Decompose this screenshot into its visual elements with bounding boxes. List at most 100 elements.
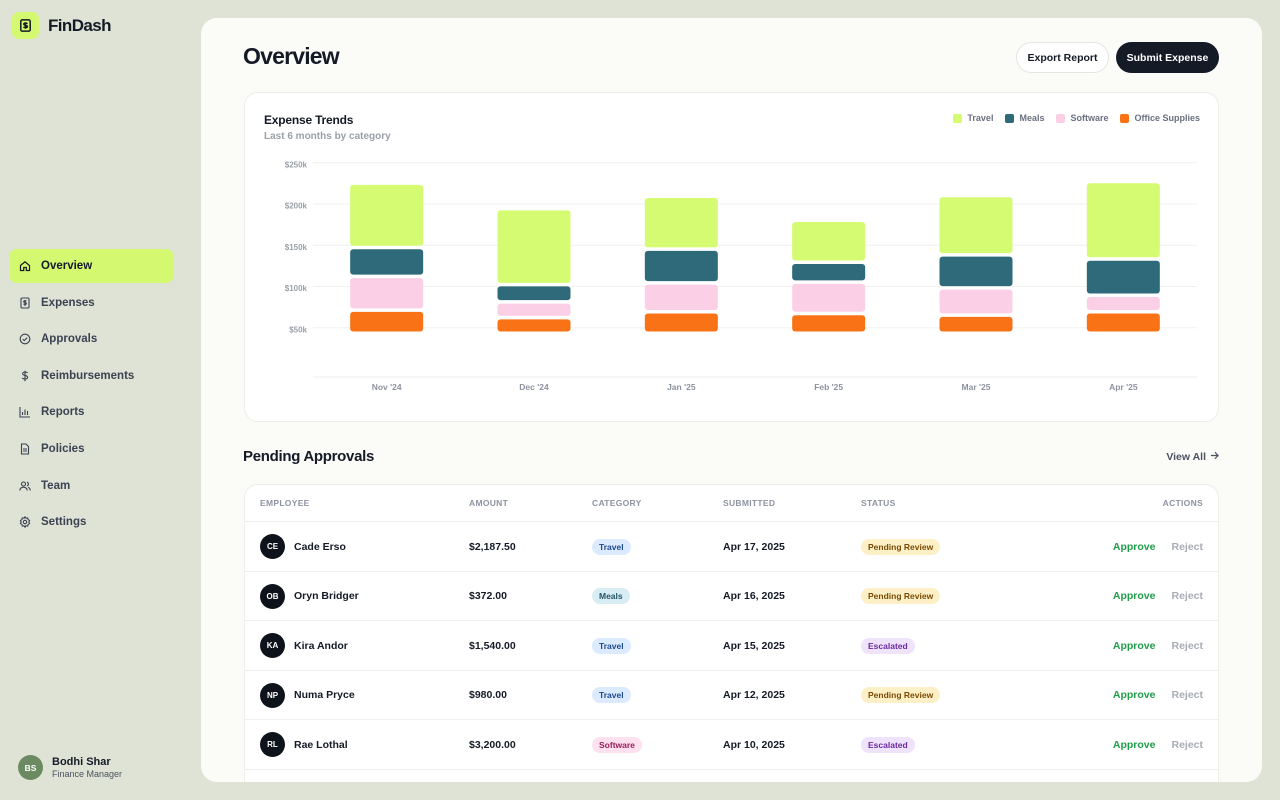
table-row: KA Kira Andor $1,540.00 Travel Apr 15, 2025 E…	[245, 621, 1218, 671]
sidebar-item-policies[interactable]: Policies	[9, 432, 174, 466]
users-icon	[19, 480, 31, 492]
reject-button[interactable]: Reject	[1171, 738, 1203, 751]
sidebar-item-team[interactable]: Team	[9, 469, 174, 503]
avatar: NP	[260, 682, 285, 708]
category-cell: Software	[592, 720, 642, 770]
dollar-receipt-icon	[12, 12, 39, 39]
bar-segment-office-supplies[interactable]	[350, 311, 424, 332]
reject-button[interactable]: Reject	[1171, 540, 1203, 553]
bar-segment-meals[interactable]	[497, 286, 571, 301]
legend-label: Software	[1070, 113, 1109, 123]
page-title: Overview	[243, 43, 340, 69]
actions-cell: Approve Reject	[1113, 572, 1203, 622]
category-badge: Software	[592, 736, 642, 753]
table-header: EMPLOYEE AMOUNT CATEGORY SUBMITTED STATU…	[245, 485, 1218, 522]
user-profile[interactable]: BS Bodhi Shar Finance Manager	[18, 755, 122, 780]
bar-segment-travel[interactable]	[644, 198, 718, 248]
bar-segment-meals[interactable]	[644, 250, 718, 282]
bar-segment-travel[interactable]	[792, 221, 866, 261]
legend-item: Travel	[953, 113, 993, 123]
employee-name: Cade Erso	[294, 540, 346, 553]
view-all-label: View All	[1166, 451, 1206, 463]
bar-segment-software[interactable]	[939, 289, 1013, 314]
legend-label: Meals	[1019, 113, 1045, 123]
employee-cell: CE Cade Erso	[260, 522, 346, 572]
bar-segment-meals[interactable]	[1086, 260, 1160, 294]
bar-segment-travel[interactable]	[497, 210, 571, 283]
approve-button[interactable]: Approve	[1112, 738, 1156, 751]
employee-name: Oryn Bridger	[294, 590, 359, 603]
status-cell: Pending Review	[861, 671, 941, 721]
actions-cell: Approve Reject	[1113, 522, 1203, 572]
bar-segment-travel[interactable]	[350, 184, 424, 246]
dollar-icon	[19, 370, 31, 382]
chart-title: Expense Trends	[264, 113, 354, 127]
sidebar-item-label: Settings	[41, 516, 87, 529]
expense-trends-card: $250k $200k $150k $100k $50k Nov '24 Dec '24 Ja…	[244, 92, 1219, 422]
submitted-cell: Apr 17, 2025	[723, 540, 785, 553]
sidebar-item-expenses[interactable]: Expenses	[9, 286, 174, 320]
bar-segment-software[interactable]	[350, 278, 424, 309]
submit-expense-button[interactable]: Submit Expense	[1116, 42, 1219, 73]
approve-button[interactable]: Approve	[1112, 639, 1156, 652]
y-tick-label: $200k	[285, 202, 308, 211]
bar-segment-software[interactable]	[792, 283, 866, 312]
column-header-status: STATUS	[861, 498, 896, 508]
status-cell: Pending Review	[861, 572, 941, 622]
x-tick-label: Dec '24	[519, 382, 549, 392]
chart-subtitle: Last 6 months by category	[264, 131, 391, 142]
bar-segment-travel[interactable]	[1086, 183, 1160, 258]
sidebar-item-label: Reports	[41, 406, 85, 419]
sidebar-item-settings[interactable]: Settings	[9, 505, 174, 539]
bar-segment-office-supplies[interactable]	[939, 316, 1013, 332]
bar-segment-office-supplies[interactable]	[1086, 313, 1160, 332]
brand[interactable]: FinDash	[12, 12, 111, 39]
submitted-cell: Apr 15, 2025	[723, 639, 785, 652]
bar-segment-meals[interactable]	[939, 256, 1013, 287]
actions-cell: Approve Reject	[1113, 671, 1203, 721]
sidebar-item-overview[interactable]: Overview	[9, 249, 174, 283]
sidebar-item-reports[interactable]: Reports	[9, 395, 174, 429]
table-row: NP Numa Pryce $980.00 Travel Apr 12, 2025 Pen…	[245, 671, 1218, 721]
status-badge: Pending Review	[861, 588, 941, 605]
bar-segment-travel[interactable]	[939, 197, 1013, 254]
status-cell: Escalated	[861, 720, 915, 770]
bar-segment-office-supplies[interactable]	[644, 313, 718, 332]
bar-segment-software[interactable]	[1086, 297, 1160, 311]
status-badge: Escalated	[861, 637, 915, 654]
submitted-cell: Apr 16, 2025	[723, 590, 785, 603]
bar-segment-meals[interactable]	[792, 264, 866, 281]
user-name: Bodhi Shar	[52, 756, 111, 768]
bar-segment-software[interactable]	[644, 284, 718, 311]
y-tick-label: $150k	[285, 243, 308, 252]
sidebar-item-reimbursements[interactable]: Reimbursements	[9, 359, 174, 393]
export-report-button[interactable]: Export Report	[1016, 42, 1109, 73]
sidebar-item-approvals[interactable]: Approvals	[9, 322, 174, 356]
home-icon	[19, 260, 31, 272]
status-cell: Pending Review	[861, 522, 941, 572]
legend-swatch	[1056, 113, 1066, 123]
column-header-employee: EMPLOYEE	[260, 498, 310, 508]
submitted-cell: Apr 10, 2025	[723, 738, 785, 751]
bar-segment-meals[interactable]	[350, 249, 424, 275]
category-cell: Travel	[592, 671, 631, 721]
expense-trends-chart: $250k $200k $150k $100k $50k Nov '24 Dec '24 Ja…	[285, 160, 1197, 392]
status-badge: Pending Review	[861, 687, 941, 704]
approve-button[interactable]: Approve	[1112, 590, 1156, 603]
receipt-icon	[19, 297, 31, 309]
category-cell: Meals	[592, 572, 630, 622]
bar-segment-office-supplies[interactable]	[792, 315, 866, 332]
reject-button[interactable]: Reject	[1171, 689, 1203, 702]
pending-approvals-title: Pending Approvals	[243, 448, 375, 465]
view-all-link[interactable]: View All	[1166, 451, 1219, 463]
legend-swatch	[953, 113, 963, 123]
bar-segment-software[interactable]	[497, 303, 571, 316]
sidebar: FinDash Overview Expenses Approvals Reim…	[0, 0, 200, 800]
reject-button[interactable]: Reject	[1171, 590, 1203, 603]
bar-segment-office-supplies[interactable]	[497, 319, 571, 332]
approve-button[interactable]: Approve	[1112, 689, 1156, 702]
status-badge: Pending Review	[861, 538, 941, 555]
employee-cell: OB Oryn Bridger	[260, 572, 359, 622]
approve-button[interactable]: Approve	[1112, 540, 1156, 553]
reject-button[interactable]: Reject	[1171, 639, 1203, 652]
